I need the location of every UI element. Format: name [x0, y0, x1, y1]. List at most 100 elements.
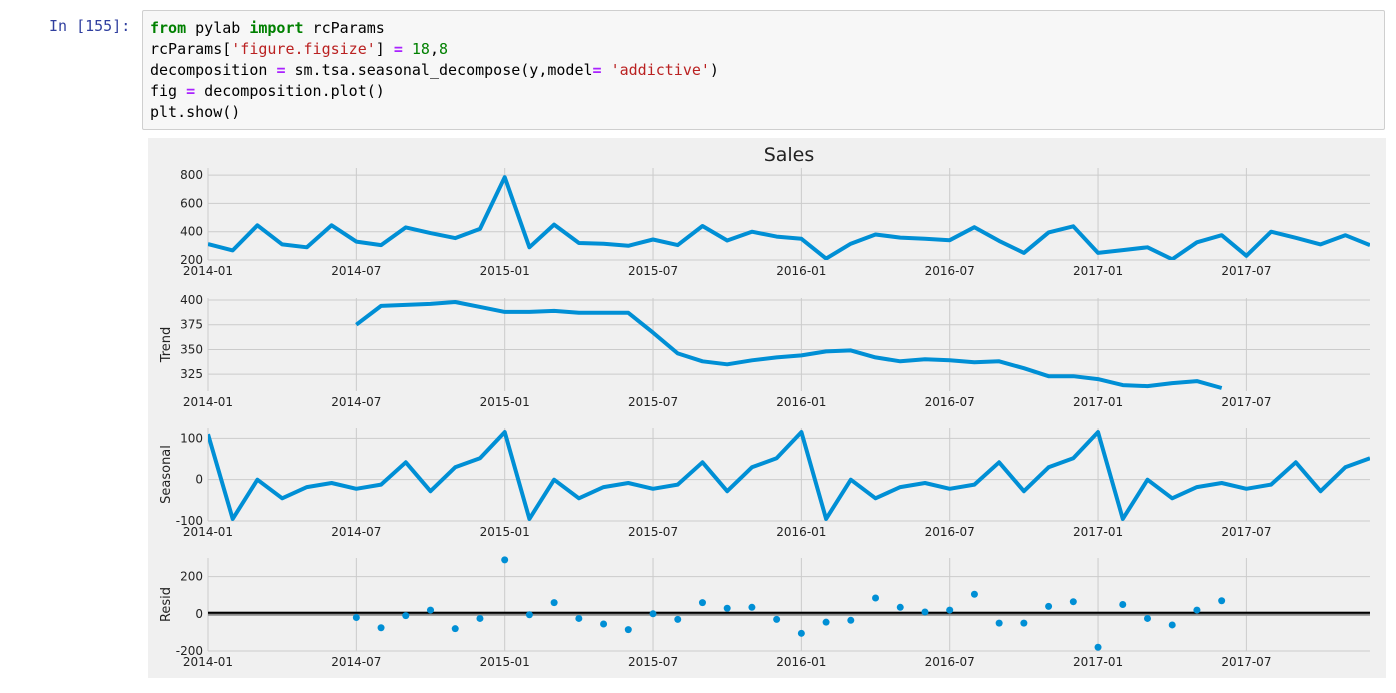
code-token [602, 61, 611, 79]
x-tick-label: 2015-01 [480, 525, 530, 539]
resid-point [575, 614, 583, 622]
resid-point [402, 612, 410, 620]
x-tick-label: 2016-07 [925, 264, 975, 278]
resid-point [773, 615, 781, 623]
x-tick-label: 2016-01 [776, 395, 826, 409]
x-tick-label: 2015-07 [628, 395, 678, 409]
seasonal-panel: -100 0 100 2014-01 2014-07 2015-01 2015-07 2016… [159, 428, 1370, 539]
resid-point [550, 599, 558, 607]
x-tick-label: 2014-01 [183, 525, 233, 539]
plot-area [208, 428, 1370, 521]
code-token: plt.show() [150, 103, 241, 121]
y-tick-label: 400 [180, 225, 203, 239]
y-tick-label: 0 [195, 473, 203, 487]
x-tick-label: 2017-07 [1221, 525, 1271, 539]
x-tick-label: 2014-07 [331, 655, 381, 669]
resid-point [476, 614, 484, 622]
resid-point [872, 594, 880, 602]
code-token: = [592, 61, 602, 79]
x-tick-label: 2015-01 [480, 655, 530, 669]
resid-point [970, 590, 978, 598]
x-tick-label: 2014-07 [331, 525, 381, 539]
resid-point [1143, 614, 1151, 622]
series-line [355, 300, 1223, 390]
resid-point [1069, 598, 1077, 606]
resid-point [1045, 602, 1053, 610]
code-token: ] [375, 40, 394, 58]
code-token: 'figure.figsize' [231, 40, 376, 58]
x-tick-label: 2015-07 [628, 655, 678, 669]
y-axis-label: Trend [159, 327, 174, 364]
y-tick-label: 200 [180, 253, 203, 267]
code-token: 'addictive' [610, 61, 710, 79]
y-tick-label: 325 [180, 367, 203, 381]
y-tick-label: 800 [180, 168, 203, 182]
code-token: decomposition.plot() [195, 82, 385, 100]
cell-prompt: In [155]: [49, 17, 131, 35]
chart-title: Sales [764, 144, 815, 166]
resid-point [1119, 601, 1127, 608]
code-token: 8 [439, 40, 449, 58]
trend-panel: 325 350 375 400 2014-01 2014-07 2015-01 2015-07… [159, 293, 1370, 409]
resid-point [822, 618, 830, 626]
resid-point [1193, 606, 1201, 614]
y-tick-label: 375 [180, 318, 203, 332]
x-tick-label: 2016-01 [776, 655, 826, 669]
series-line [208, 430, 1370, 521]
resid-point [624, 626, 632, 634]
code-cell-input[interactable]: from pylab import rcParams rcParams['fig… [142, 10, 1385, 130]
x-tick-label: 2017-07 [1221, 655, 1271, 669]
resid-point [352, 614, 360, 622]
resid-point [600, 620, 608, 628]
resid-point [921, 608, 929, 616]
resid-point [649, 610, 657, 618]
x-tick-label: 2017-01 [1073, 655, 1123, 669]
y-tick-label: 400 [180, 293, 203, 307]
code-token: = [186, 82, 196, 100]
x-tick-label: 2016-01 [776, 525, 826, 539]
plot-area [208, 298, 1370, 391]
resid-point [427, 606, 435, 614]
resid-point [797, 629, 805, 637]
code-line: rcParams['figure.figsize'] = 18,8 [150, 40, 448, 58]
cell-output: 200 400 600 800 2014-01 2014-07 2015-01 2015-07… [148, 138, 1386, 678]
resid-point [896, 603, 904, 611]
code-token: = [276, 61, 286, 79]
x-tick-label: 2014-01 [183, 264, 233, 278]
x-tick-label: 2016-07 [925, 655, 975, 669]
code-token: ) [709, 61, 719, 79]
code-line: from pylab import rcParams [150, 19, 385, 37]
code-token: rcParams [303, 19, 385, 37]
code-line: plt.show() [150, 103, 240, 121]
y-tick-label: 200 [180, 570, 203, 584]
resid-point [501, 556, 509, 564]
code-token: , [429, 40, 439, 58]
x-tick-label: 2015-01 [480, 264, 530, 278]
code-token: from [150, 19, 187, 37]
decomposition-figure: 200 400 600 800 2014-01 2014-07 2015-01 2015-07… [159, 144, 1370, 669]
code-editor[interactable]: from pylab import rcParams rcParams['fig… [150, 18, 719, 123]
y-tick-label: -100 [176, 514, 203, 528]
code-token: rcParams[ [150, 40, 232, 58]
x-tick-label: 2015-07 [628, 264, 678, 278]
code-token: import [249, 19, 304, 37]
resid-point [995, 619, 1003, 627]
x-tick-label: 2014-01 [183, 395, 233, 409]
x-tick-label: 2015-07 [628, 525, 678, 539]
resid-point [1218, 597, 1226, 605]
x-tick-label: 2014-01 [183, 655, 233, 669]
y-tick-label: 0 [195, 607, 203, 621]
resid-point [1020, 619, 1028, 627]
resid-point [698, 599, 706, 607]
resid-point [1094, 643, 1102, 651]
y-axis-label: Resid [159, 587, 174, 622]
sales-panel: 200 400 600 800 2014-01 2014-07 2015-01 2015-07… [180, 144, 1370, 278]
code-token [403, 40, 412, 58]
code-token: pylab [186, 19, 250, 37]
x-tick-label: 2016-07 [925, 525, 975, 539]
code-token: 18 [411, 40, 430, 58]
resid-point [1168, 621, 1176, 629]
resid-point [674, 615, 682, 623]
y-axis-label: Seasonal [159, 445, 174, 504]
x-tick-label: 2014-07 [331, 395, 381, 409]
